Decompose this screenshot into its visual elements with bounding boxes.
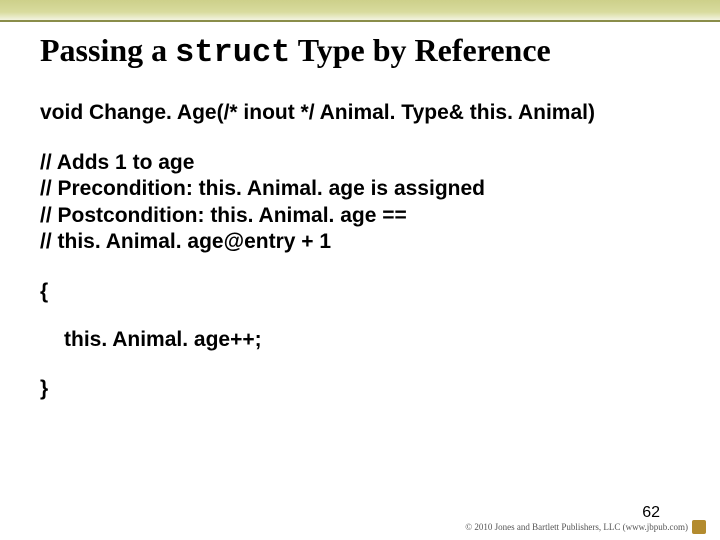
slide-body: Passing a struct Type by Reference void … xyxy=(0,22,720,540)
title-pre: Passing a xyxy=(40,32,175,68)
open-brace: { xyxy=(40,279,680,305)
comment-line: // this. Animal. age@entry + 1 xyxy=(40,229,680,255)
slide-title: Passing a struct Type by Reference xyxy=(40,32,680,72)
statement: this. Animal. age++; xyxy=(64,327,680,353)
copyright-text: © 2010 Jones and Bartlett Publishers, LL… xyxy=(465,522,688,532)
close-brace: } xyxy=(40,376,680,402)
header-stripe xyxy=(0,0,720,20)
title-mono: struct xyxy=(175,34,290,71)
function-signature: void Change. Age(/* inout */ Animal. Typ… xyxy=(40,100,680,126)
comment-line: // Precondition: this. Animal. age is as… xyxy=(40,176,680,202)
code-block: void Change. Age(/* inout */ Animal. Typ… xyxy=(40,100,680,402)
comment-line: // Postcondition: this. Animal. age == xyxy=(40,203,680,229)
comment-line: // Adds 1 to age xyxy=(40,150,680,176)
comment-block: // Adds 1 to age // Precondition: this. … xyxy=(40,150,680,255)
publisher-logo-icon xyxy=(692,520,706,534)
title-post: Type by Reference xyxy=(290,32,550,68)
copyright-line: © 2010 Jones and Bartlett Publishers, LL… xyxy=(465,520,706,534)
